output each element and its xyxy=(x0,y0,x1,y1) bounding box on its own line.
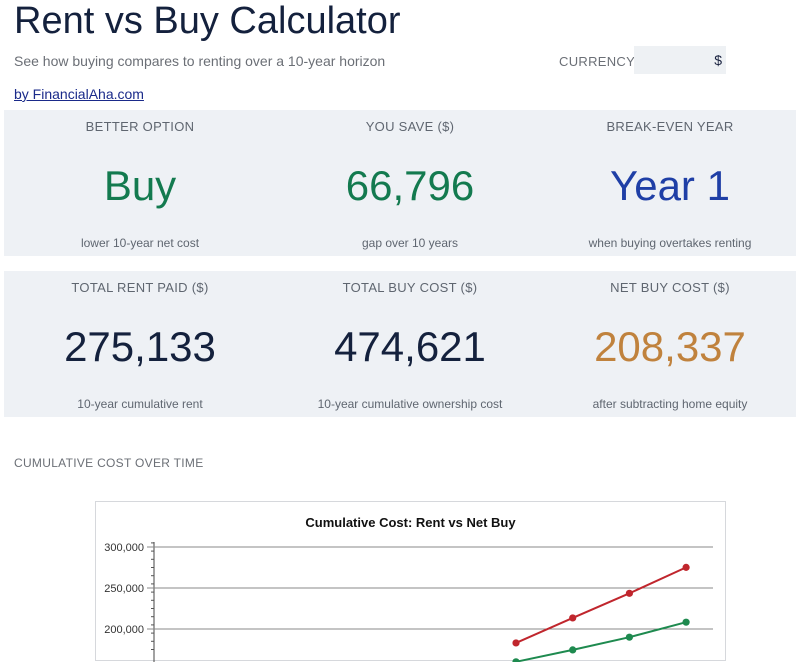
y-tick-label: 200,000 xyxy=(104,624,144,636)
total-buy-label: TOTAL BUY COST ($) xyxy=(342,280,478,295)
series-point-2 xyxy=(682,618,690,626)
totals-panel: TOTAL RENT PAID ($) 275,133 10-year cumu… xyxy=(4,271,796,417)
break-even-value: Year 1 xyxy=(610,162,730,209)
total-rent-note: 10-year cumulative rent xyxy=(77,397,203,411)
y-tick-label: 300,000 xyxy=(104,542,144,554)
total-buy-card: TOTAL BUY COST ($) 474,621 10-year cumul… xyxy=(278,271,542,417)
chart-plot: 300,000 250,000 200,000 xyxy=(104,542,713,662)
break-even-label: BREAK-EVEN YEAR xyxy=(606,119,734,134)
series-point-1 xyxy=(625,589,634,597)
series-point-2 xyxy=(512,658,520,662)
series-point-2 xyxy=(625,633,634,641)
chart-section-title: CUMULATIVE COST OVER TIME xyxy=(14,456,204,470)
total-buy-value: 474,621 xyxy=(334,323,486,370)
you-save-label: YOU SAVE ($) xyxy=(365,119,455,134)
total-buy-note: 10-year cumulative ownership cost xyxy=(317,397,503,411)
page-subtitle: See how buying compares to renting over … xyxy=(14,53,386,69)
you-save-value: 66,796 xyxy=(345,162,475,209)
series-point-1 xyxy=(512,639,520,647)
better-option-note: lower 10-year net cost xyxy=(80,236,200,250)
total-rent-label: TOTAL RENT PAID ($) xyxy=(71,280,209,295)
net-buy-note: after subtracting home equity xyxy=(592,397,748,411)
break-even-note: when buying overtakes renting xyxy=(588,236,752,250)
total-rent-card: TOTAL RENT PAID ($) 275,133 10-year cumu… xyxy=(8,271,272,417)
financialaha-link[interactable]: by FinancialAha.com xyxy=(14,86,144,102)
series-line-1 xyxy=(515,566,687,644)
chart-title: Cumulative Cost: Rent vs Net Buy xyxy=(305,515,516,530)
total-rent-value: 275,133 xyxy=(64,323,216,370)
break-even-card: BREAK-EVEN YEAR Year 1 when buying overt… xyxy=(538,110,800,256)
series-point-1 xyxy=(569,614,577,622)
currency-input[interactable] xyxy=(634,46,726,74)
better-option-value: Buy xyxy=(103,162,177,209)
page-title: Rent vs Buy Calculator xyxy=(14,0,401,42)
currency-label: CURRENCY xyxy=(559,54,636,69)
cumulative-cost-chart: Cumulative Cost: Rent vs Net Buy 300,000… xyxy=(95,501,726,662)
better-option-card: BETTER OPTION Buy lower 10-year net cost xyxy=(8,110,272,256)
you-save-card: YOU SAVE ($) 66,796 gap over 10 years xyxy=(278,110,542,256)
summary-panel: BETTER OPTION Buy lower 10-year net cost… xyxy=(4,110,796,256)
net-buy-card: NET BUY COST ($) 208,337 after subtracti… xyxy=(538,271,800,417)
net-buy-label: NET BUY COST ($) xyxy=(610,280,730,295)
better-option-label: BETTER OPTION xyxy=(85,119,195,134)
net-buy-value: 208,337 xyxy=(594,323,746,370)
series-line-2 xyxy=(515,621,687,662)
series-point-1 xyxy=(682,563,690,571)
series-point-2 xyxy=(569,646,577,654)
you-save-note: gap over 10 years xyxy=(361,236,459,250)
y-tick-label: 250,000 xyxy=(104,583,144,595)
